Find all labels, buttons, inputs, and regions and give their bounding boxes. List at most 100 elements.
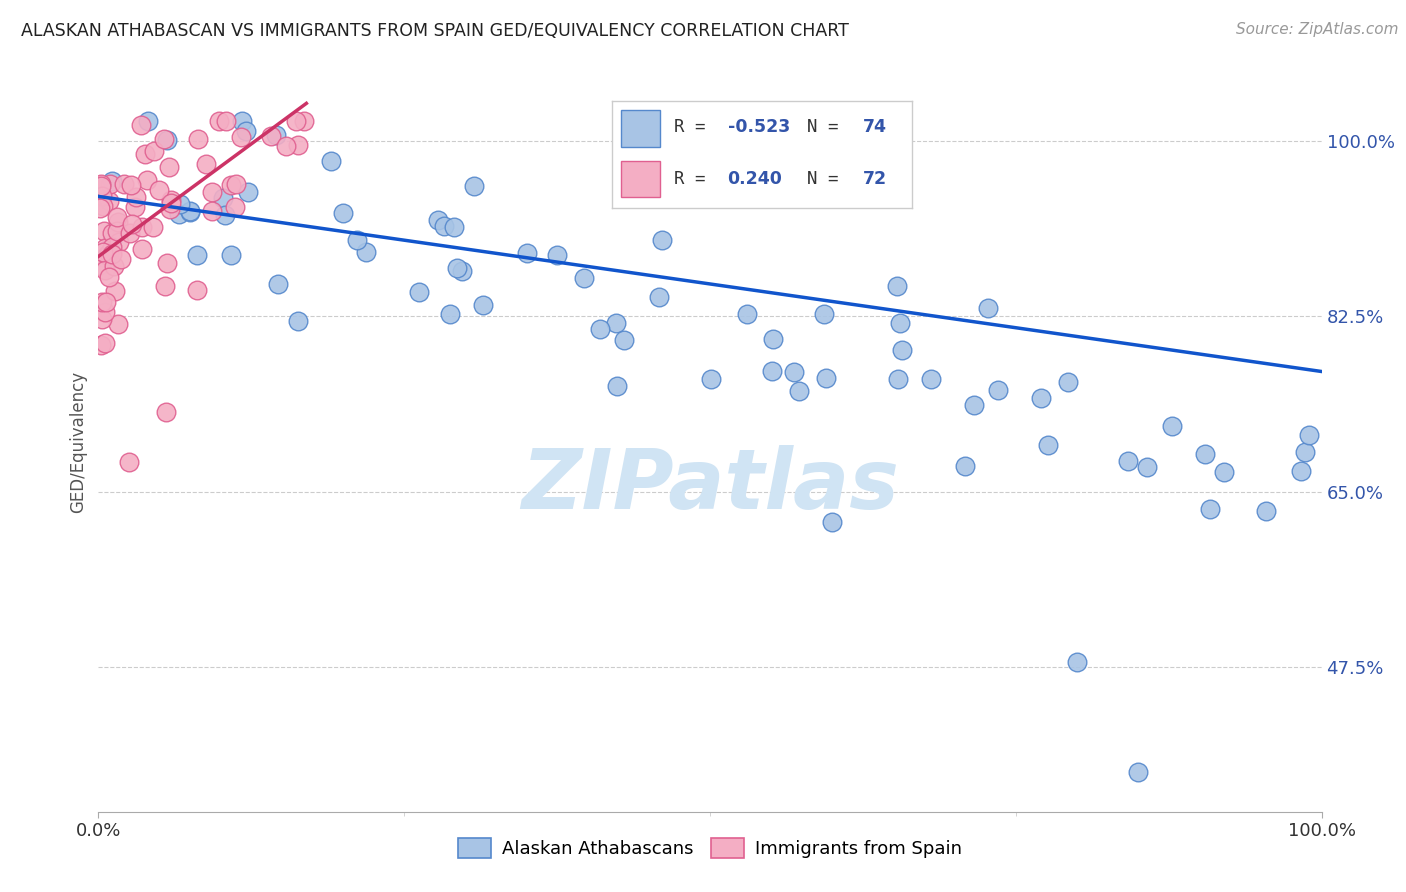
Point: [443, 220, 465, 235]
Point: [93, 224, 115, 238]
Point: [101, 240, 124, 254]
Point: [108, 235, 131, 249]
Point: [572, 270, 595, 285]
Point: [1057, 375, 1080, 389]
Point: [89, 201, 111, 215]
Point: [229, 130, 252, 145]
Point: [131, 118, 153, 132]
Point: [153, 279, 176, 293]
Point: [96, 247, 118, 261]
Point: [208, 114, 231, 128]
Point: [112, 177, 135, 191]
Point: [215, 114, 238, 128]
Point: [201, 185, 224, 199]
Point: [214, 208, 236, 222]
Point: [98, 194, 121, 208]
Point: [433, 219, 456, 233]
Point: [761, 364, 783, 378]
Point: [160, 194, 183, 208]
Point: [94, 335, 117, 350]
Point: [159, 195, 181, 210]
Point: [953, 459, 976, 474]
Point: [121, 217, 143, 231]
Point: [136, 114, 159, 128]
Point: [186, 283, 208, 297]
Point: [699, 372, 721, 386]
Point: [1298, 428, 1320, 442]
Text: ZIPatlas: ZIPatlas: [522, 445, 898, 526]
Point: [287, 314, 309, 328]
Point: [167, 206, 190, 220]
Point: [103, 260, 125, 274]
Point: [110, 252, 132, 267]
Point: [589, 321, 612, 335]
Point: [91, 295, 114, 310]
Point: [134, 147, 156, 161]
Point: [332, 205, 354, 219]
Point: [100, 226, 122, 240]
Point: [94, 251, 117, 265]
Point: [735, 307, 758, 321]
Point: [100, 233, 122, 247]
Point: [260, 128, 283, 143]
Point: [120, 178, 142, 192]
Point: [1038, 438, 1060, 452]
Point: [605, 316, 627, 330]
Point: [187, 132, 209, 146]
Point: [439, 307, 461, 321]
Point: [1161, 418, 1184, 433]
Point: [156, 133, 179, 147]
Point: [463, 178, 485, 193]
Point: [285, 114, 308, 128]
Y-axis label: GED/Equivalency: GED/Equivalency: [69, 370, 87, 513]
Point: [319, 153, 342, 168]
Point: [219, 178, 242, 193]
Point: [97, 246, 120, 260]
Point: [648, 290, 671, 304]
Point: [125, 190, 148, 204]
Point: [94, 262, 117, 277]
Point: [179, 205, 201, 219]
Point: [789, 384, 811, 398]
Point: [236, 185, 259, 199]
Point: [408, 285, 430, 300]
Point: [264, 128, 287, 143]
Point: [231, 114, 253, 128]
Point: [159, 202, 181, 216]
Point: [610, 177, 633, 191]
Point: [118, 226, 141, 240]
Point: [153, 132, 176, 146]
Point: [356, 245, 378, 260]
Point: [89, 258, 111, 272]
Point: [451, 264, 474, 278]
Point: [90, 189, 112, 203]
Point: [1254, 504, 1277, 518]
Point: [101, 173, 124, 187]
Point: [225, 177, 247, 191]
Point: [1128, 764, 1150, 779]
Text: Source: ZipAtlas.com: Source: ZipAtlas.com: [1236, 22, 1399, 37]
Point: [235, 124, 257, 138]
Point: [472, 298, 495, 312]
Point: [1212, 465, 1234, 479]
Point: [1291, 464, 1313, 478]
Point: [131, 242, 153, 256]
Point: [1199, 502, 1222, 516]
Point: [157, 161, 180, 175]
Point: [1029, 391, 1052, 405]
Point: [651, 233, 673, 247]
Point: [963, 398, 986, 412]
Text: ALASKAN ATHABASCAN VS IMMIGRANTS FROM SPAIN GED/EQUIVALENCY CORRELATION CHART: ALASKAN ATHABASCAN VS IMMIGRANTS FROM SP…: [21, 22, 849, 40]
Point: [821, 515, 844, 529]
Point: [135, 173, 157, 187]
Point: [169, 197, 191, 211]
Legend: Alaskan Athabascans, Immigrants from Spain: Alaskan Athabascans, Immigrants from Spa…: [451, 830, 969, 865]
Point: [887, 372, 910, 386]
Point: [93, 244, 115, 259]
Point: [292, 114, 315, 128]
Point: [516, 246, 538, 260]
Point: [977, 301, 1000, 315]
Point: [148, 183, 170, 197]
Point: [94, 241, 117, 255]
Point: [212, 191, 235, 205]
